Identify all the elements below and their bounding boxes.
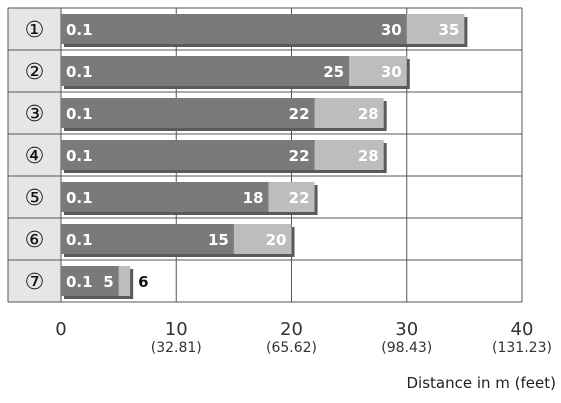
max-value-label: 28: [358, 147, 379, 165]
max-value-label: 35: [439, 21, 460, 39]
bars: 0.1 30 35 0.1 25 30 0.1 22 28 0.1 22 28 0.1 18 22 0.1 15…: [61, 14, 468, 299]
row-label: ③: [25, 102, 45, 127]
x-tick-sublabel: (131.23): [492, 340, 552, 356]
typical-value-label: 15: [208, 231, 229, 249]
row-label-column: [8, 8, 61, 302]
row-label: ②: [25, 60, 45, 85]
min-value-label: 0.1: [66, 273, 93, 291]
bar-typical: [61, 182, 269, 212]
min-value-label: 0.1: [66, 189, 93, 207]
typical-value-label: 22: [289, 147, 310, 165]
x-axis-label: Distance in m (feet): [406, 374, 556, 392]
typical-value-label: 18: [243, 189, 264, 207]
x-tick-label: 30: [395, 319, 418, 340]
x-tick-label: 0: [55, 319, 66, 340]
bar-typical: [61, 224, 234, 254]
min-value-label: 0.1: [66, 147, 93, 165]
row-labels: ① ② ③ ④ ⑤ ⑥ ⑦: [25, 18, 45, 295]
max-value-label: 20: [266, 231, 287, 249]
typical-value-label: 25: [323, 63, 344, 81]
max-value-label: 28: [358, 105, 379, 123]
x-axis-ticks: 0 10(32.81) 20(65.62) 30(98.43) 40(131.23): [55, 319, 552, 356]
row-label: ④: [25, 144, 45, 169]
min-value-label: 0.1: [66, 21, 93, 39]
bar-typical: [61, 140, 315, 170]
min-value-label: 0.1: [66, 63, 93, 81]
x-tick-sublabel: (32.81): [151, 340, 202, 356]
x-tick-label: 20: [280, 319, 303, 340]
min-value-label: 0.1: [66, 105, 93, 123]
row-label: ①: [25, 18, 45, 43]
row-label: ⑥: [25, 228, 45, 253]
x-tick-sublabel: (65.62): [266, 340, 317, 356]
max-value-label: 30: [381, 63, 402, 81]
typical-value-label: 22: [289, 105, 310, 123]
max-value-label: 6: [138, 273, 148, 291]
row-label: ⑤: [25, 186, 45, 211]
x-tick-label: 40: [511, 319, 534, 340]
bar-typical: [61, 14, 407, 44]
max-value-label: 22: [289, 189, 310, 207]
row-label: ⑦: [25, 270, 45, 295]
typical-value-label: 30: [381, 21, 402, 39]
x-tick-sublabel: (98.43): [381, 340, 432, 356]
typical-value-label: 5: [103, 273, 113, 291]
bar-typical: [61, 56, 350, 86]
x-tick-label: 10: [165, 319, 188, 340]
min-value-label: 0.1: [66, 231, 93, 249]
bar-typical: [61, 98, 315, 128]
bar-typical: [61, 266, 119, 296]
